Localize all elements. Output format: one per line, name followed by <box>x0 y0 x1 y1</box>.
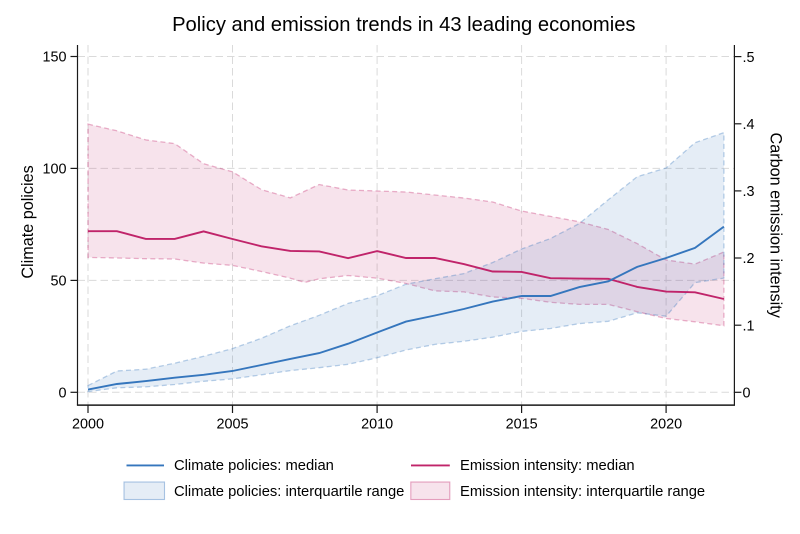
svg-text:Carbon emission intensity: Carbon emission intensity <box>767 133 785 319</box>
svg-text:150: 150 <box>42 50 66 66</box>
svg-text:2010: 2010 <box>361 417 393 433</box>
svg-text:2020: 2020 <box>650 417 682 433</box>
svg-text:2015: 2015 <box>506 417 538 433</box>
svg-text:.1: .1 <box>743 318 755 334</box>
svg-text:2000: 2000 <box>72 417 104 433</box>
svg-text:.5: .5 <box>743 50 755 66</box>
svg-text:.3: .3 <box>743 184 755 200</box>
svg-text:Emission intensity: interquart: Emission intensity: interquartile range <box>460 484 705 500</box>
svg-text:0: 0 <box>743 386 751 402</box>
svg-text:50: 50 <box>50 274 66 290</box>
svg-text:100: 100 <box>42 162 66 178</box>
svg-text:.2: .2 <box>743 251 755 267</box>
svg-text:0: 0 <box>58 386 66 402</box>
svg-text:Climate policies: Climate policies <box>19 165 37 278</box>
svg-text:Policy and emission trends in: Policy and emission trends in 43 leading… <box>172 14 635 36</box>
svg-text:Climate policies: median: Climate policies: median <box>174 458 334 474</box>
svg-text:Emission intensity: median: Emission intensity: median <box>460 458 635 474</box>
svg-text:.4: .4 <box>743 117 755 133</box>
svg-text:Climate policies: interquartil: Climate policies: interquartile range <box>174 484 404 500</box>
svg-text:2005: 2005 <box>216 417 248 433</box>
